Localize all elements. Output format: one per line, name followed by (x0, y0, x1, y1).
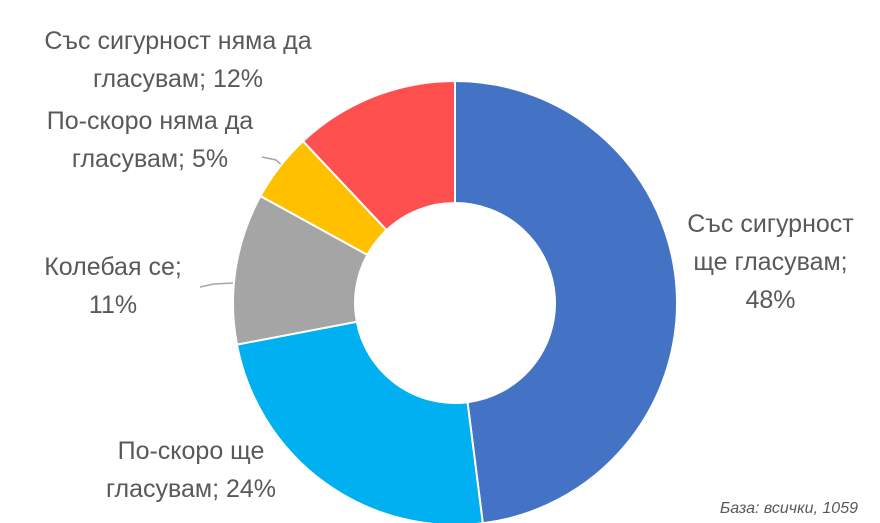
value-label: 24% (226, 475, 277, 503)
category-name: По-скоро ще гласувам (105, 437, 265, 503)
value-label: 48% (745, 286, 796, 314)
data-label: По-скоро няма да гласувам; 5% (40, 102, 260, 178)
donut-slice (235, 320, 484, 523)
label-separator: ; (840, 248, 848, 276)
donut-slice (454, 79, 678, 523)
data-label: Колебая се; 11% (18, 248, 208, 324)
label-separator: ; (174, 253, 182, 281)
value-label: 12% (213, 65, 264, 93)
value-label: 5% (191, 145, 229, 173)
category-name: Със сигурност ще гласувам (687, 210, 854, 276)
data-label: По-скоро ще гласувам; 24% (86, 432, 296, 508)
label-separator: ; (178, 145, 192, 173)
label-separator: ; (199, 65, 213, 93)
category-name: По-скоро няма да гласувам (46, 107, 254, 173)
donut-slice (301, 79, 456, 232)
value-label: 11% (88, 291, 138, 319)
leader-line (199, 282, 234, 288)
data-label: Със сигурност ще гласувам; 48% (668, 205, 873, 319)
label-separator: ; (212, 475, 226, 503)
data-label: Със сигурност няма да гласувам; 12% (8, 22, 348, 98)
category-name: Колебая се (44, 253, 175, 281)
footnote: База: всички, 1059 (719, 500, 858, 517)
category-name: Със сигурност няма да гласувам (44, 27, 312, 93)
